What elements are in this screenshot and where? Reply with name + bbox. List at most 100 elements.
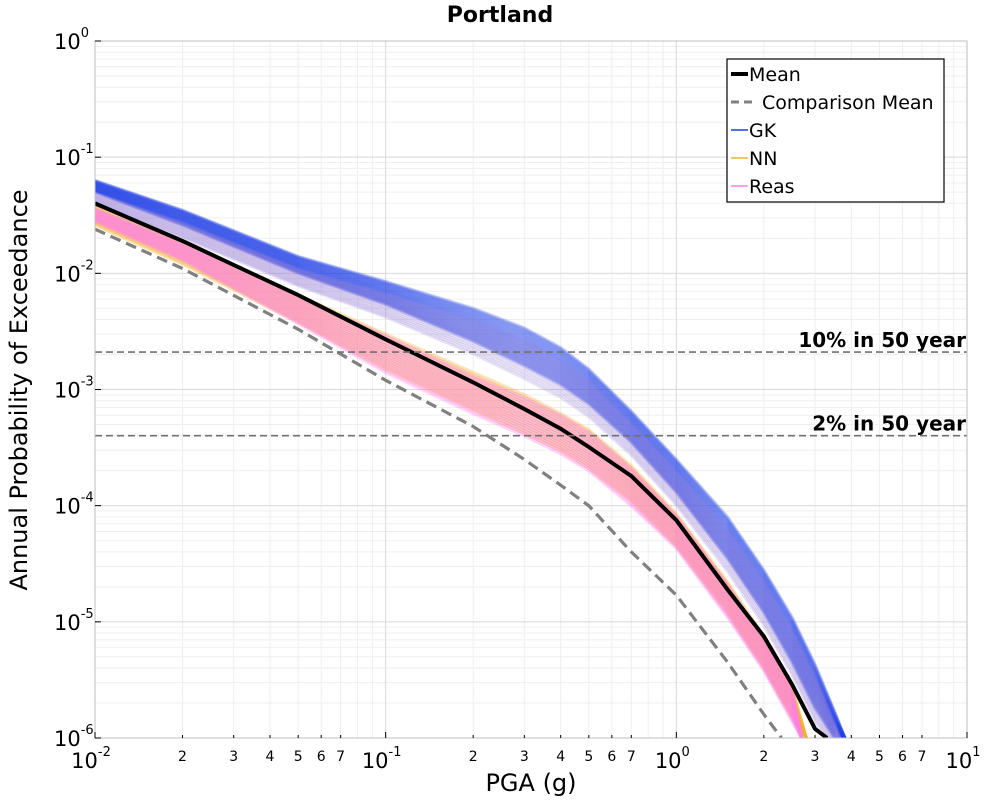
legend-label: GK — [749, 120, 777, 142]
legend-label: Comparison Mean — [762, 92, 934, 114]
band-curve-blend — [95, 199, 834, 738]
band-curve-gk — [95, 189, 846, 738]
x-minor-tick-label: 5 — [584, 749, 593, 765]
y-tick-label: 10-6 — [54, 723, 94, 751]
band-curve-reas — [95, 215, 804, 738]
reference-lines: 10% in 50 year 2% in 50 year — [95, 328, 967, 437]
band-curve-blend — [95, 202, 830, 738]
band-curve-nn — [95, 214, 808, 738]
x-minor-tick-label: 3 — [520, 749, 529, 765]
band-curve-gk — [95, 179, 847, 738]
band-curve-gk — [95, 182, 847, 738]
band-curve-reas — [95, 218, 804, 738]
band-curve-blend — [95, 191, 842, 738]
band-curve-gk — [95, 181, 847, 738]
band-curve-reas — [95, 214, 804, 738]
y-tick-label: 100 — [54, 26, 89, 54]
band-curve-gk — [95, 178, 847, 738]
x-minor-tick-label: 5 — [875, 749, 884, 765]
x-axis-label: PGA (g) — [485, 769, 576, 797]
band-curve-gk — [95, 185, 847, 738]
band-curve-gk — [95, 181, 847, 738]
x-minor-tick-label: 7 — [918, 749, 927, 765]
band-curve-blend — [95, 203, 828, 738]
band-curve-gk — [95, 185, 847, 738]
x-tick-label: 10-1 — [362, 745, 402, 773]
band-curve-gk — [95, 186, 846, 738]
band-curve-gk — [95, 179, 847, 738]
band-curve-nn — [95, 218, 808, 738]
band-curve-reas — [95, 219, 804, 738]
band-curve-gk — [95, 180, 847, 738]
band-curve-gk — [95, 188, 846, 738]
x-minor-tick-label: 6 — [898, 749, 907, 765]
legend-box — [726, 58, 945, 203]
legend-label: Mean — [749, 64, 801, 86]
band-curve-reas — [95, 208, 804, 738]
band-curve-gk — [95, 180, 847, 738]
y-tick-label: 10-5 — [54, 607, 94, 635]
band-curve-reas — [95, 219, 804, 738]
band-curve-reas — [95, 214, 804, 738]
band-curve-blend — [95, 200, 833, 738]
band-curve-gk — [95, 188, 846, 738]
band-curve-gk — [95, 184, 847, 738]
band-curve-gk — [95, 190, 846, 738]
band-curve-nn — [95, 222, 808, 738]
y-tick-label: 10-3 — [54, 375, 94, 403]
band-blend-overlay — [95, 191, 842, 738]
x-minor-tick-label: 3 — [811, 749, 820, 765]
series-line-mean — [95, 201, 829, 738]
y-axis-label: Annual Probability of Exceedance — [5, 189, 33, 590]
chart-title: Portland — [447, 3, 553, 28]
band-curve-nn — [95, 221, 808, 738]
legend-label: NN — [749, 148, 777, 170]
x-minor-tick-label: 4 — [556, 749, 565, 765]
band-curve-blend — [95, 201, 832, 738]
reference-line-label: 10% in 50 year — [798, 328, 966, 352]
band-gk — [95, 178, 847, 738]
band-curve-gk — [95, 185, 847, 738]
band-curve-blend — [95, 192, 842, 738]
grid-lines — [94, 40, 968, 739]
band-curve-gk — [95, 187, 846, 738]
x-minor-tick-label: 7 — [627, 749, 636, 765]
band-curve-gk — [95, 188, 846, 738]
band-curve-gk — [95, 182, 847, 738]
band-curve-gk — [95, 181, 847, 738]
x-tick-label: 10-2 — [71, 745, 111, 773]
x-minor-tick-label: 3 — [229, 749, 238, 765]
series-bands — [95, 178, 847, 738]
band-curve-nn — [95, 208, 808, 738]
band-curve-nn — [95, 217, 808, 738]
band-curve-gk — [95, 190, 845, 738]
band-curve-blend — [95, 196, 839, 738]
x-minor-tick-label: 4 — [266, 749, 275, 765]
y-tick-label: 10-4 — [54, 491, 94, 519]
band-curve-nn — [95, 210, 808, 738]
x-minor-tick-label: 6 — [317, 749, 326, 765]
x-minor-tick-label: 5 — [294, 749, 303, 765]
band-curve-gk — [95, 183, 847, 738]
band-curve-gk — [95, 189, 846, 738]
x-minor-tick-label: 2 — [178, 749, 187, 765]
band-curve-gk — [95, 186, 846, 738]
band-curve-gk — [95, 182, 847, 738]
x-minor-tick-label: 2 — [759, 749, 768, 765]
band-curve-gk — [95, 189, 846, 738]
band-curve-blend — [95, 197, 838, 738]
band-curve-nn — [95, 219, 808, 738]
legend: Mean Comparison Mean GK NN Reas — [726, 58, 945, 203]
band-curve-gk — [95, 187, 846, 738]
y-tick-label: 10-1 — [54, 142, 94, 170]
band-curve-gk — [95, 184, 847, 738]
band-curve-gk — [95, 183, 847, 738]
band-curve-nn — [95, 223, 808, 738]
y-axis-ticks: 100 10-1 10-2 10-3 10-4 10-5 10-6 — [54, 26, 101, 751]
x-minor-tick-label: 6 — [607, 749, 616, 765]
series-lines — [95, 201, 829, 738]
band-curve-reas — [95, 209, 804, 738]
x-tick-label: 100 — [655, 745, 690, 773]
